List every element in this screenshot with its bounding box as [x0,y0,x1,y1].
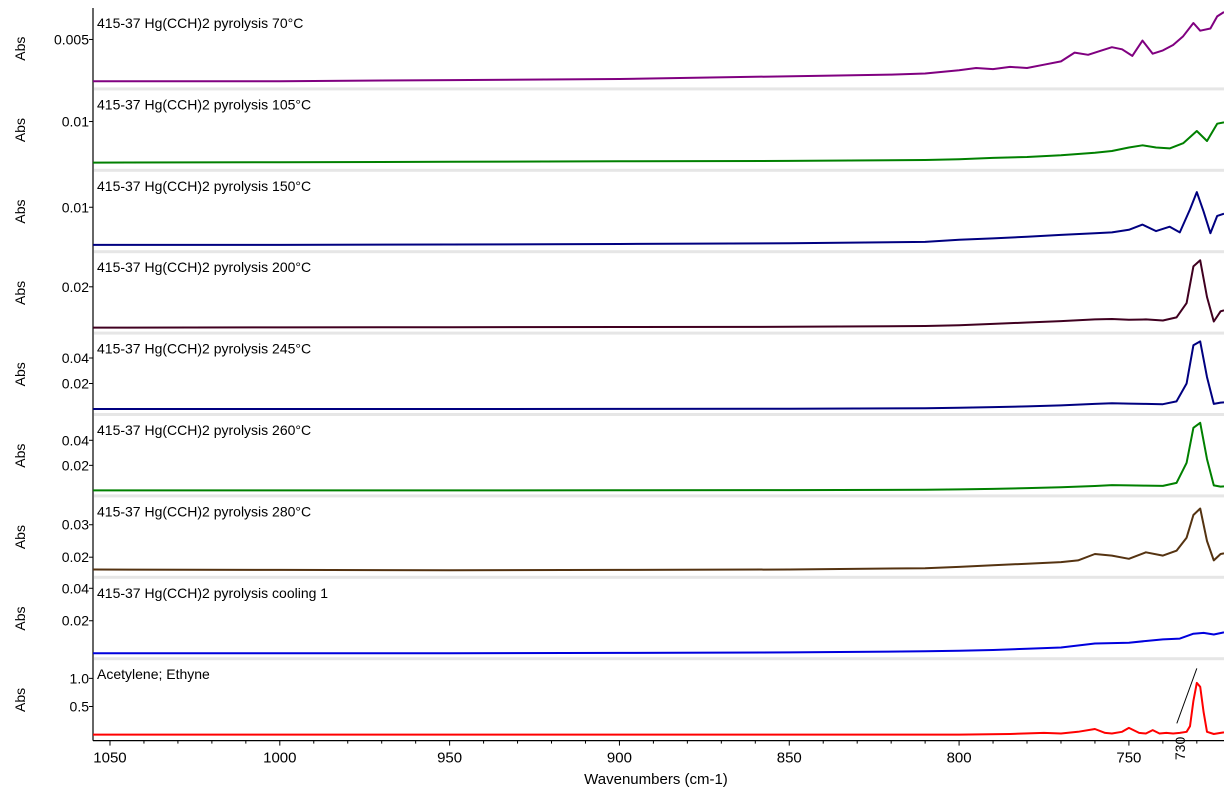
panel-separator [94,250,1224,254]
y-tick-label: 0.02 [62,549,89,565]
panel-title: Acetylene; Ethyne [97,666,210,682]
panel-title: 415-37 Hg(CCH)2 pyrolysis 70°C [97,15,303,31]
y-axis-title: Abs [12,525,28,549]
panel-7: Abs 0.04 0.02 415-37 Hg(CCH)2 pyrolysis coo… [12,575,1224,655]
x-tick-label: 900 [607,750,632,767]
y-axis-title: Abs [12,444,28,468]
panel-separator [94,657,1224,661]
y-tick-label: 0.02 [62,613,89,629]
panel-separator [94,87,1224,91]
spectrum-line [92,121,1224,164]
x-tick-label: 850 [777,750,802,767]
y-tick-label: 0.02 [62,279,89,295]
x-tick-label: 800 [947,750,972,767]
y-tick-label: 0.5 [70,698,90,714]
panel-title: 415-37 Hg(CCH)2 pyrolysis cooling 1 [97,585,328,601]
spectrum-line [93,421,1224,492]
panel-title: 415-37 Hg(CCH)2 pyrolysis 105°C [97,96,311,112]
spectrum-line [93,11,1224,83]
spectrum-line [93,191,1224,246]
x-tick-label: 750 [1116,750,1141,767]
x-tick-label: 1050 [93,750,126,767]
y-axis-title: Abs [12,281,28,305]
panel-1: Abs 0.01 415-37 Hg(CCH)2 pyrolysis 105°C [12,87,1224,164]
y-axis-title: Abs [12,118,28,142]
x-tick-label: 1000 [263,750,296,767]
panel-0: Abs 0.005 415-37 Hg(CCH)2 pyrolysis 70°C [12,11,1224,83]
panel-2: Abs 0.01 415-37 Hg(CCH)2 pyrolysis 150°C [12,168,1224,246]
y-tick-label: 0.01 [62,114,89,130]
spectrum-line [93,340,1224,410]
panel-separator [94,413,1224,416]
panel-title: 415-37 Hg(CCH)2 pyrolysis 150°C [97,178,311,194]
y-tick-label: 0.01 [62,199,89,215]
panel-3: Abs 0.02 415-37 Hg(CCH)2 pyrolysis 200°C [12,250,1224,329]
panel-title: 415-37 Hg(CCH)2 pyrolysis 260°C [97,422,311,438]
y-tick-label: 0.02 [62,457,89,473]
y-tick-label: 1.0 [70,670,90,686]
y-tick-label: 0.03 [62,517,89,533]
y-tick-label: 0.005 [54,31,89,47]
panel-separator [94,331,1224,335]
spectrum-line [92,507,1224,572]
spectrum-line [93,631,1224,655]
x-axis-title: Wavenumbers (cm-1) [584,771,728,788]
panel-title: 415-37 Hg(CCH)2 pyrolysis 200°C [97,259,311,275]
panel-separator [94,494,1224,498]
y-axis-title: Abs [12,688,28,712]
peak-label: 730 [1172,736,1188,760]
panel-4: Abs 0.04 0.02 415-37 Hg(CCH)2 pyrolysis 245… [12,331,1224,410]
y-axis-title: Abs [12,362,28,386]
panel-8: Abs 1.0 0.5 Acetylene; Ethyne 730 [12,657,1224,760]
y-tick-label: 0.04 [62,350,89,366]
panel-title: 415-37 Hg(CCH)2 pyrolysis 245°C [97,341,311,357]
panel-separator [94,168,1224,172]
panel-6: Abs 0.03 0.02 415-37 Hg(CCH)2 pyrolysis 280… [12,494,1224,572]
spectrum-line [92,259,1224,329]
y-tick-label: 0.04 [62,580,89,596]
y-tick-label: 0.02 [62,376,89,392]
panel-separator [94,575,1224,579]
panel-5: Abs 0.04 0.02 415-37 Hg(CCH)2 pyrolysis 260… [12,413,1224,492]
spectrum-line [93,681,1224,736]
y-axis-title: Abs [12,606,28,630]
x-axis: 1050 1000 950 900 850 800 750 [93,739,1224,767]
panel-title: 415-37 Hg(CCH)2 pyrolysis 280°C [97,503,311,519]
peak-leader-line [1176,668,1198,724]
y-axis-title: Abs [12,199,28,223]
y-axis-title: Abs [12,37,28,61]
y-tick-label: 0.04 [62,432,89,448]
x-tick-label: 950 [437,750,462,767]
